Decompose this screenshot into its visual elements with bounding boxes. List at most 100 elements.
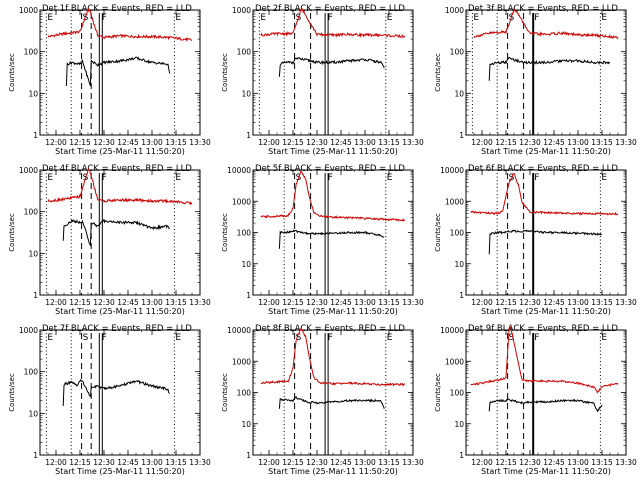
marker-label-S: S — [83, 13, 89, 23]
plot-frame — [465, 329, 627, 456]
marker-label-F: F — [328, 333, 333, 343]
marker-label-E: E — [387, 13, 393, 23]
x-tick-label: 12:45 — [117, 138, 139, 147]
panel-det-3f: Det 3f BLACK = Events, RED = LLD 1 10 100 10… — [434, 4, 637, 156]
x-tick-label: 12:00 — [45, 138, 67, 147]
x-tick-label: 12:30 — [93, 138, 115, 147]
x-tick-label: 12:45 — [330, 298, 352, 307]
x-tick-label: 12:15 — [495, 138, 517, 147]
series-line-events — [488, 398, 603, 413]
series-line-lld — [47, 168, 193, 206]
x-axis-label: Start Time (25-Mar-11 11:50:20) — [268, 307, 398, 316]
y-tick-label: 1 — [246, 131, 251, 140]
x-axis-label: Start Time (25-Mar-11 11:50:20) — [481, 307, 611, 316]
x-tick-label: 12:00 — [258, 298, 280, 307]
x-tick-label: 12:15 — [69, 138, 91, 147]
x-axis-label: Start Time (25-Mar-11 11:50:20) — [55, 147, 185, 156]
x-tick-label: 13:15 — [378, 138, 400, 147]
chart-title: Det 3f BLACK = Events, RED = LLD — [468, 4, 618, 14]
x-tick-label: 13:15 — [378, 298, 400, 307]
marker-label-S: S — [509, 333, 515, 343]
marker-label-E: E — [175, 173, 181, 183]
x-tick-label: 13:00 — [354, 138, 376, 147]
x-tick-label: 13:15 — [591, 138, 613, 147]
x-tick-label: 12:00 — [471, 458, 493, 467]
x-tick-label: 13:15 — [165, 458, 187, 467]
y-tick-label: 10 — [28, 89, 38, 98]
x-tick-label: 13:30 — [189, 458, 211, 467]
x-tick-label: 12:30 — [306, 458, 328, 467]
panel-det-1f: Det 1f BLACK = Events, RED = LLD 1 10 100 10… — [8, 4, 211, 156]
y-tick-label: 1000 — [19, 166, 38, 175]
x-tick-label: 12:45 — [330, 458, 352, 467]
x-tick-label: 13:00 — [141, 298, 163, 307]
x-tick-label: 12:30 — [519, 298, 541, 307]
marker-label-S: S — [83, 333, 89, 343]
x-tick-label: 12:45 — [543, 298, 565, 307]
x-tick-label: 13:00 — [354, 298, 376, 307]
y-tick-label: 1 — [246, 451, 251, 460]
marker-label-E: E — [47, 13, 53, 23]
x-tick-label: 13:00 — [141, 138, 163, 147]
x-tick-label: 12:15 — [282, 298, 304, 307]
x-tick-label: 13:30 — [189, 298, 211, 307]
y-tick-label: 1000 — [19, 326, 38, 335]
y-tick-label: 1 — [459, 131, 464, 140]
y-axis-label: Counts/sec — [8, 53, 16, 92]
series-line-lld — [470, 326, 619, 394]
x-axis-label: Start Time (25-Mar-11 11:50:20) — [268, 147, 398, 156]
x-tick-label: 12:45 — [117, 298, 139, 307]
y-tick-label: 10000 — [227, 326, 251, 335]
chart-title: Det 2f BLACK = Events, RED = LLD — [255, 4, 405, 14]
x-axis-label: Start Time (25-Mar-11 11:50:20) — [55, 467, 185, 476]
y-tick-label: 1 — [459, 451, 464, 460]
series-line-lld — [47, 7, 193, 43]
series-line-lld — [260, 8, 406, 39]
panel-det-9f: Det 9f BLACK = Events, RED = LLD 1 10 100 10… — [434, 324, 637, 476]
series-line-lld — [470, 172, 619, 216]
marker-label-F: F — [534, 13, 539, 23]
marker-label-E: E — [175, 333, 181, 343]
y-axis-label: Counts/sec — [434, 53, 442, 92]
panel-det-4f: Det 4f BLACK = Events, RED = LLD 1 10 100 10… — [8, 164, 211, 316]
marker-label-F: F — [328, 173, 333, 183]
marker-label-F: F — [534, 173, 539, 183]
y-tick-label: 100 — [450, 48, 465, 57]
marker-label-E: E — [260, 13, 266, 23]
y-axis-label: Counts/sec — [221, 373, 229, 412]
y-tick-label: 10 — [28, 409, 38, 418]
chart-title: Det 6f BLACK = Events, RED = LLD — [468, 164, 618, 174]
y-tick-label: 10 — [454, 89, 464, 98]
panel-det-6f: Det 6f BLACK = Events, RED = LLD 1 10 100 10… — [434, 164, 637, 316]
x-tick-label: 13:15 — [591, 298, 613, 307]
y-tick-label: 1000 — [232, 197, 251, 206]
x-tick-label: 12:15 — [282, 138, 304, 147]
x-tick-label: 12:00 — [258, 458, 280, 467]
y-axis-label: Counts/sec — [434, 373, 442, 412]
y-tick-label: 10000 — [227, 166, 251, 175]
marker-label-F: F — [534, 333, 539, 343]
y-tick-label: 10 — [241, 420, 251, 429]
chart-title: Det 5f BLACK = Events, RED = LLD — [255, 164, 405, 174]
x-tick-label: 12:00 — [471, 138, 493, 147]
x-tick-label: 13:15 — [165, 138, 187, 147]
marker-label-E: E — [601, 13, 607, 23]
marker-label-E: E — [473, 13, 479, 23]
series-line-events — [278, 229, 385, 249]
x-tick-label: 12:00 — [258, 138, 280, 147]
series-line-events — [278, 57, 385, 77]
y-tick-label: 10000 — [440, 166, 464, 175]
chart-title: Det 9f BLACK = Events, RED = LLD — [468, 324, 618, 334]
y-tick-label: 1 — [246, 291, 251, 300]
marker-label-F: F — [102, 333, 107, 343]
marker-label-F: F — [102, 13, 107, 23]
y-tick-label: 1000 — [445, 197, 464, 206]
x-axis-label: Start Time (25-Mar-11 11:50:20) — [481, 467, 611, 476]
y-tick-label: 100 — [237, 48, 252, 57]
x-tick-label: 12:30 — [93, 458, 115, 467]
y-tick-label: 1 — [33, 451, 38, 460]
x-tick-label: 13:00 — [567, 458, 589, 467]
marker-label-E: E — [175, 13, 181, 23]
panel-det-7f: Det 7f BLACK = Events, RED = LLD 1 10 100 10… — [8, 324, 211, 476]
